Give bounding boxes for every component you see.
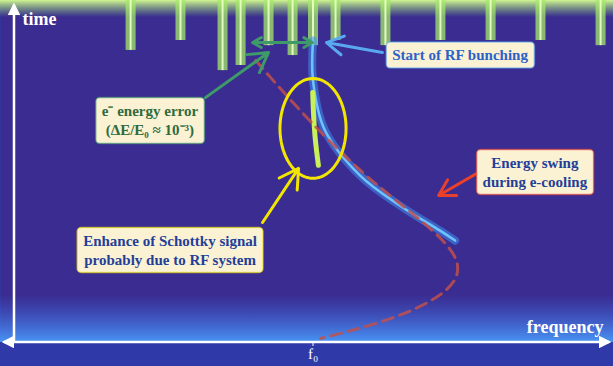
svg-text:Start of RF bunching: Start of RF bunching <box>392 47 528 63</box>
svg-text:Enhance of Schottky signalprob: Enhance of Schottky signalprobably due t… <box>83 233 257 268</box>
svg-text:e⁻ energy error(ΔE/E₀ ≈ 10⁻³): e⁻ energy error(ΔE/E₀ ≈ 10⁻³) <box>102 103 199 139</box>
svg-text:frequency: frequency <box>527 317 604 337</box>
svg-text:f₀: f₀ <box>308 346 318 362</box>
svg-text:Energy swingduring e-cooling: Energy swingduring e-cooling <box>483 155 588 190</box>
svg-text:time: time <box>23 9 57 29</box>
